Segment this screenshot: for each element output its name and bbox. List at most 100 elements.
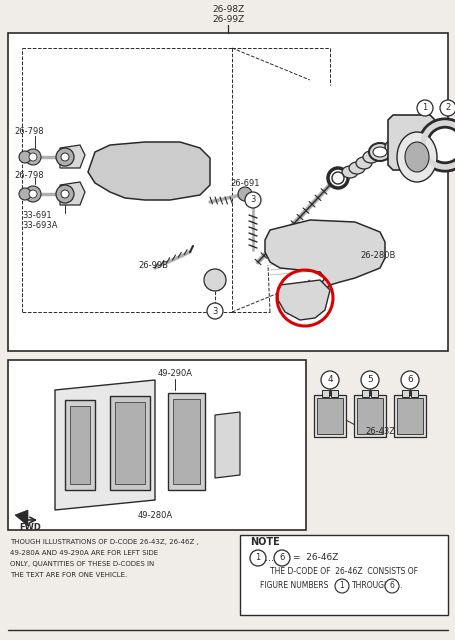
Polygon shape [65, 400, 95, 490]
Ellipse shape [341, 166, 357, 178]
Circle shape [244, 192, 260, 208]
Text: 26-43Z: 26-43Z [364, 428, 394, 436]
Ellipse shape [348, 162, 364, 174]
Circle shape [56, 148, 74, 166]
Circle shape [207, 303, 222, 319]
Circle shape [203, 269, 226, 291]
Circle shape [249, 550, 265, 566]
Circle shape [273, 550, 289, 566]
Circle shape [422, 123, 455, 167]
Bar [313, 395, 345, 437]
Polygon shape [264, 220, 384, 310]
Bar [356, 398, 382, 434]
Ellipse shape [355, 157, 371, 169]
Circle shape [400, 371, 418, 389]
Text: 49-290A: 49-290A [157, 369, 192, 378]
Circle shape [19, 151, 31, 163]
Text: 6: 6 [389, 582, 394, 591]
Text: 26-98Z: 26-98Z [212, 6, 243, 15]
Bar [410, 390, 417, 397]
Bar [321, 390, 328, 397]
Text: 26-798: 26-798 [14, 170, 44, 179]
Text: 1: 1 [421, 104, 427, 113]
Text: 26-691: 26-691 [229, 179, 259, 188]
Circle shape [384, 579, 398, 593]
Text: THE D-CODE OF  26-46Z  CONSISTS OF: THE D-CODE OF 26-46Z CONSISTS OF [269, 568, 417, 577]
Ellipse shape [362, 151, 378, 163]
Ellipse shape [404, 142, 428, 172]
Text: 33-691: 33-691 [22, 211, 51, 220]
Polygon shape [15, 510, 28, 526]
Text: 5: 5 [366, 376, 372, 385]
Bar [361, 390, 368, 397]
Text: 3: 3 [212, 307, 217, 316]
Bar [370, 390, 377, 397]
Bar [393, 395, 425, 437]
Circle shape [56, 185, 74, 203]
Text: =  26-46Z: = 26-46Z [293, 554, 338, 563]
Circle shape [25, 149, 41, 165]
Text: 26-798: 26-798 [14, 127, 44, 136]
Bar [8, 360, 305, 530]
Circle shape [327, 168, 347, 188]
Polygon shape [167, 393, 205, 490]
Polygon shape [387, 115, 434, 170]
Text: FWD: FWD [19, 524, 41, 532]
Polygon shape [110, 396, 150, 490]
Polygon shape [60, 182, 85, 205]
Text: THROUGH: THROUGH [351, 582, 390, 591]
Circle shape [61, 153, 69, 161]
Polygon shape [214, 412, 239, 478]
Polygon shape [55, 380, 155, 510]
Text: 49-280A: 49-280A [137, 511, 172, 520]
Circle shape [331, 172, 343, 184]
Bar [8, 33, 447, 351]
Text: NOTE: NOTE [249, 537, 279, 547]
Text: THE TEXT ARE FOR ONE VEHICLE.: THE TEXT ARE FOR ONE VEHICLE. [10, 572, 127, 578]
Ellipse shape [392, 136, 408, 150]
Text: .: . [398, 582, 401, 591]
Text: 2: 2 [445, 104, 450, 113]
Circle shape [25, 186, 41, 202]
Circle shape [238, 187, 252, 201]
Circle shape [360, 371, 378, 389]
Text: 26-280B: 26-280B [359, 250, 394, 259]
Ellipse shape [368, 143, 390, 161]
Polygon shape [88, 142, 210, 200]
Circle shape [19, 188, 31, 200]
Text: 1: 1 [255, 554, 260, 563]
Text: ONLY, QUANTITIES OF THESE D-CODES IN: ONLY, QUANTITIES OF THESE D-CODES IN [10, 561, 154, 567]
Text: 6: 6 [406, 376, 412, 385]
Circle shape [320, 371, 338, 389]
Circle shape [29, 190, 37, 198]
Polygon shape [60, 145, 85, 168]
Ellipse shape [384, 140, 400, 154]
Circle shape [61, 190, 69, 198]
Polygon shape [70, 406, 90, 484]
Text: 49-280A AND 49-290A ARE FOR LEFT SIDE: 49-280A AND 49-290A ARE FOR LEFT SIDE [10, 550, 158, 556]
Bar [396, 398, 422, 434]
Bar [353, 395, 385, 437]
Circle shape [416, 100, 432, 116]
Bar [330, 390, 337, 397]
Bar [239, 535, 447, 615]
Bar [316, 398, 342, 434]
Text: 3: 3 [250, 195, 255, 205]
Text: 1: 1 [339, 582, 344, 591]
Text: 6: 6 [279, 554, 284, 563]
Text: ...: ... [265, 553, 274, 563]
Circle shape [334, 579, 348, 593]
Circle shape [439, 100, 455, 116]
Circle shape [29, 153, 37, 161]
Text: 26-99Z: 26-99Z [212, 15, 243, 24]
Polygon shape [278, 280, 329, 320]
Text: THOUGH ILLUSTRATIONS OF D-CODE 26-43Z, 26-46Z ,: THOUGH ILLUSTRATIONS OF D-CODE 26-43Z, 2… [10, 539, 198, 545]
Bar [401, 390, 408, 397]
Ellipse shape [372, 147, 386, 157]
Text: 4: 4 [327, 376, 332, 385]
Ellipse shape [396, 132, 436, 182]
Text: 33-693A: 33-693A [22, 221, 57, 230]
Text: 26-99B: 26-99B [138, 260, 167, 269]
Polygon shape [115, 402, 145, 484]
Text: FIGURE NUMBERS: FIGURE NUMBERS [259, 582, 328, 591]
